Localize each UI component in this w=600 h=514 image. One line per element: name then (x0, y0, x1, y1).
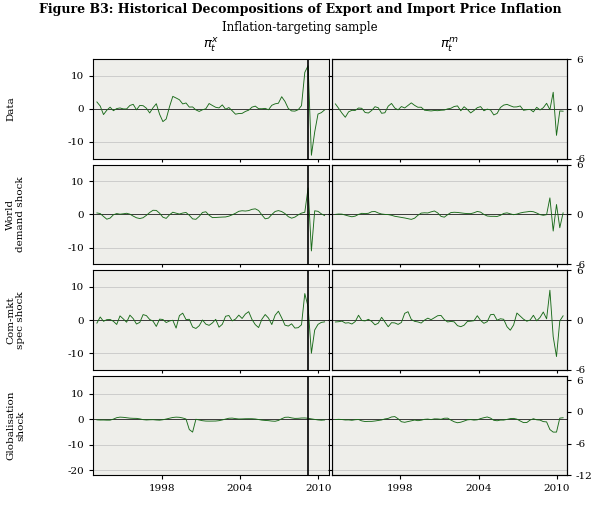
Text: $\pi_t^m$: $\pi_t^m$ (440, 36, 459, 54)
Text: Data: Data (6, 97, 15, 121)
Text: Com-mkt
spec shock: Com-mkt spec shock (6, 291, 25, 349)
Text: Globalisation
shock: Globalisation shock (6, 391, 25, 461)
Text: Figure B3: Historical Decompositions of Export and Import Price Inflation: Figure B3: Historical Decompositions of … (38, 3, 562, 15)
Text: Inflation-targeting sample: Inflation-targeting sample (222, 21, 378, 33)
Text: World
demand shock: World demand shock (6, 177, 25, 252)
Text: $\pi_t^x$: $\pi_t^x$ (203, 36, 219, 54)
